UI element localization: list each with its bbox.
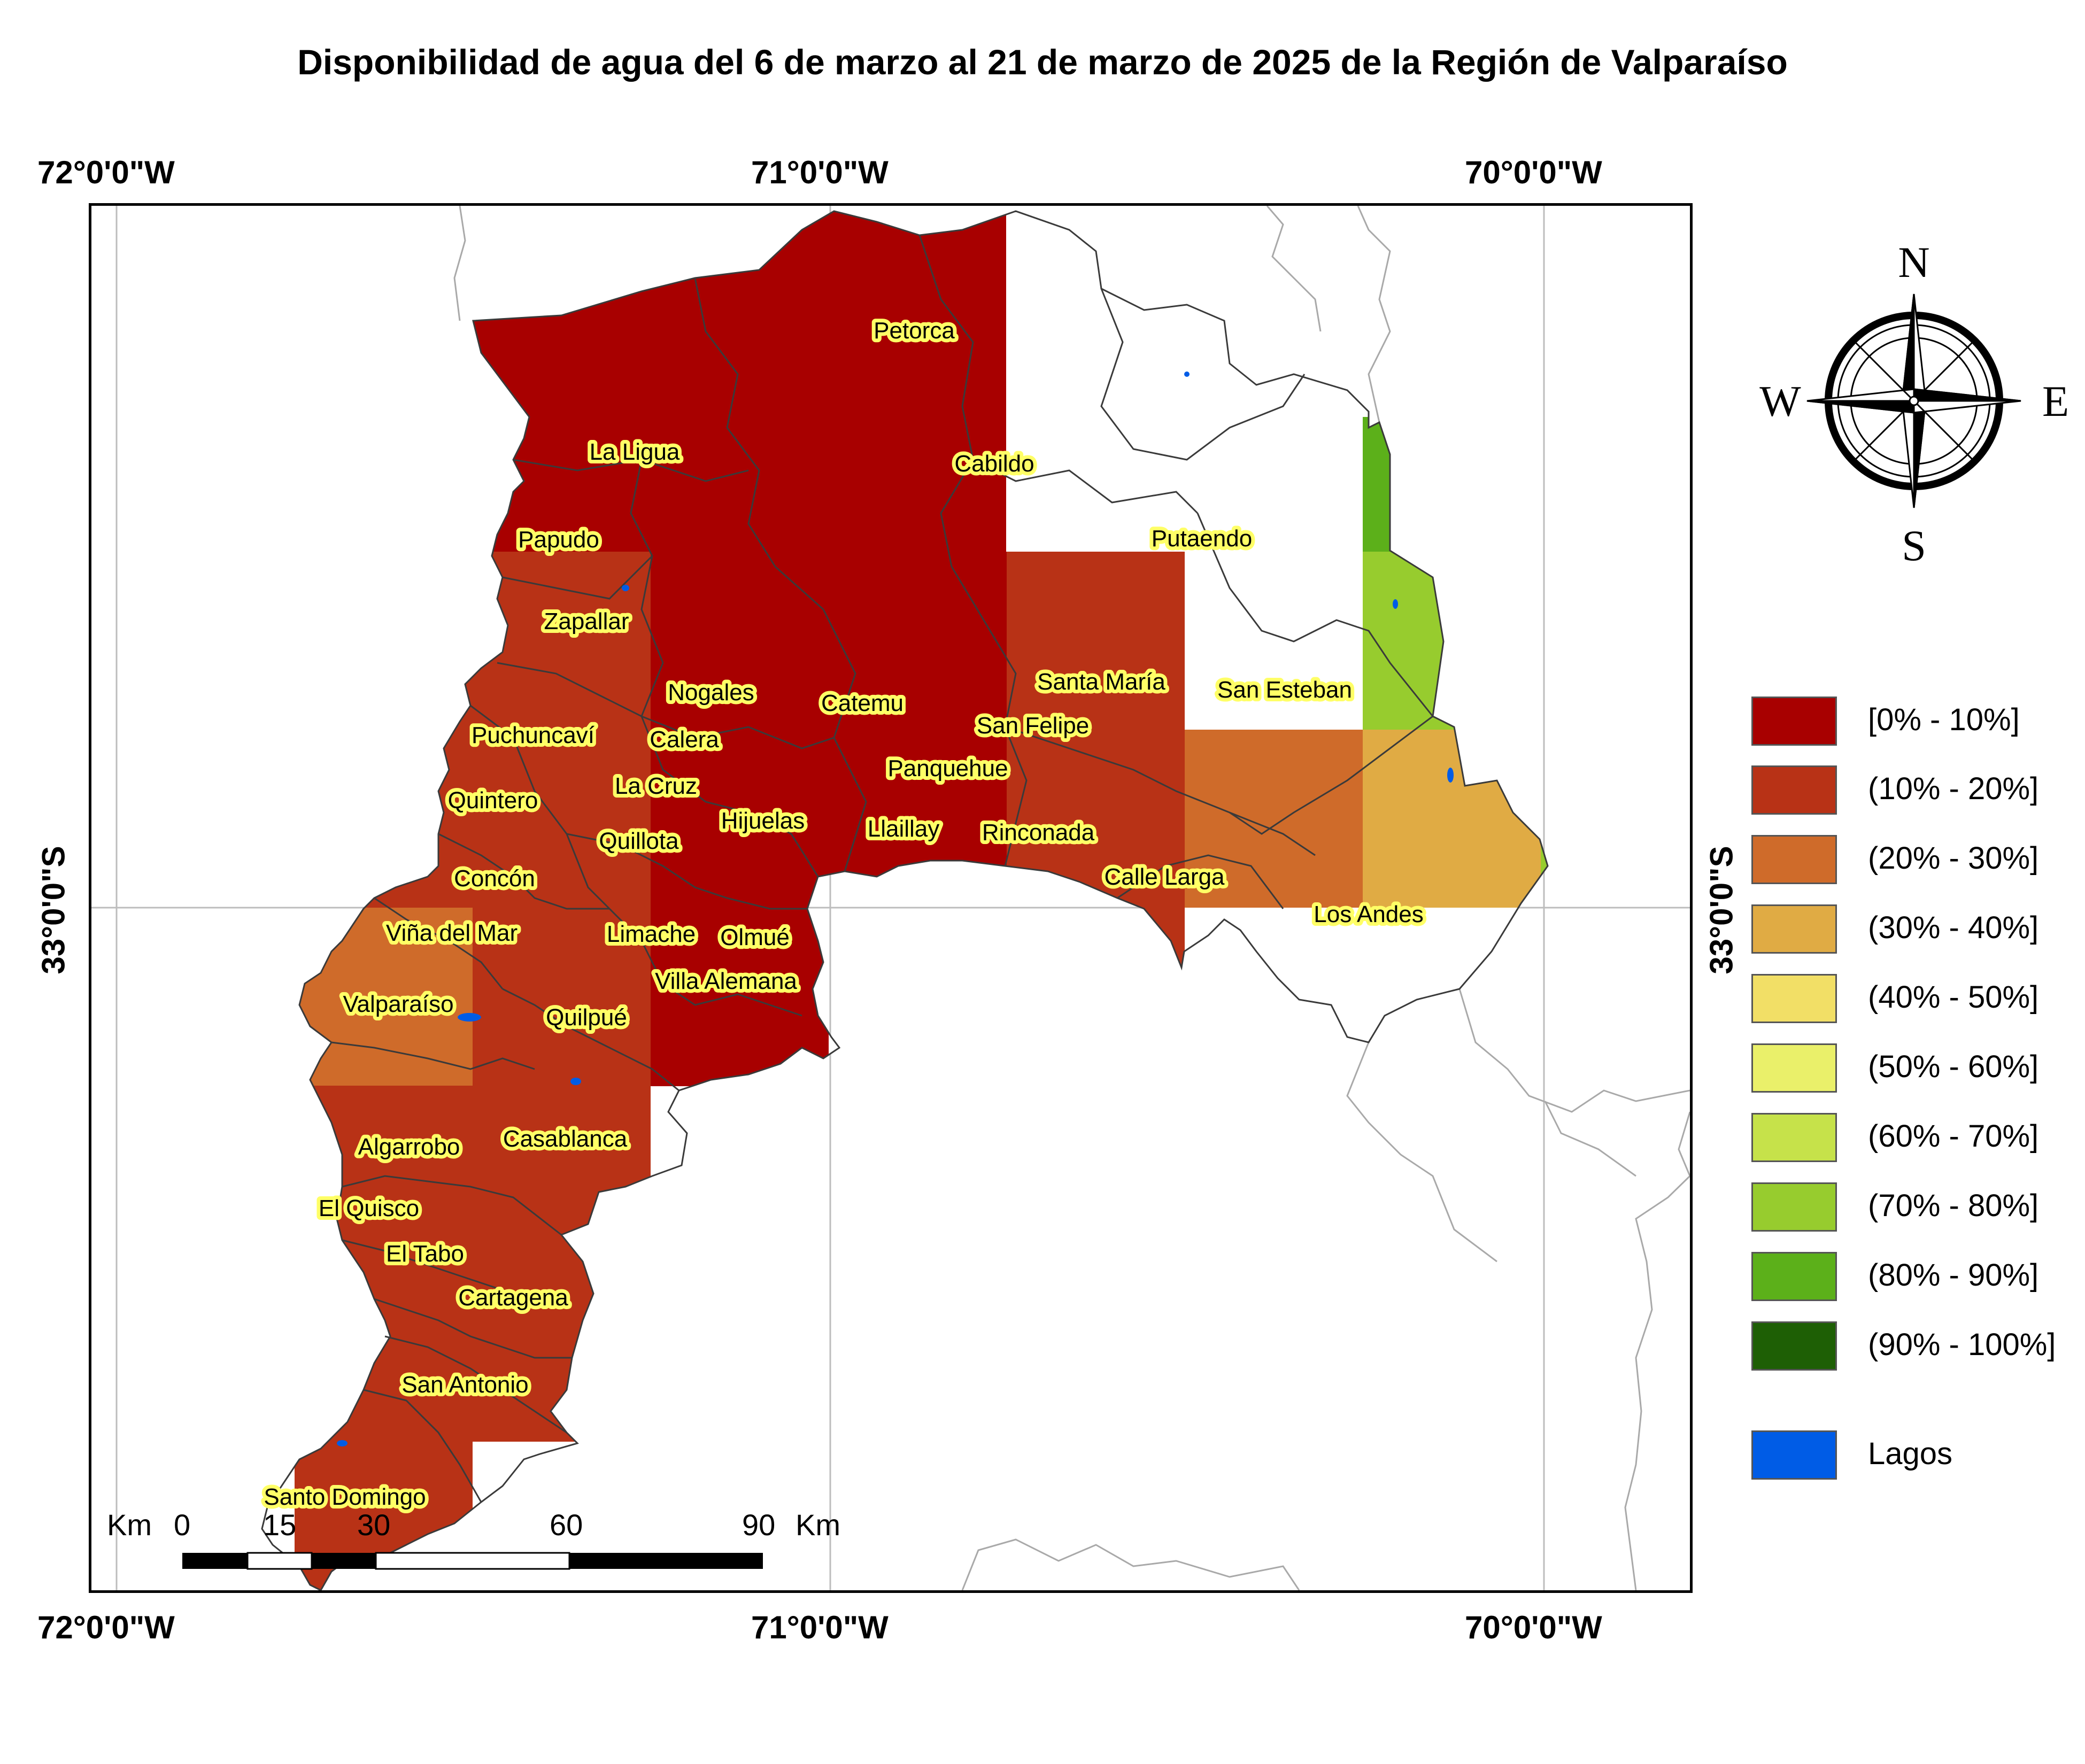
label-valparaiso: Valparaíso xyxy=(343,991,453,1017)
coord-bottom-71w: 71°0'0"W xyxy=(751,1610,889,1645)
coord-top-70w: 70°0'0"W xyxy=(1465,154,1602,190)
label-la-cruz: La Cruz xyxy=(615,773,697,799)
coord-bottom-70w: 70°0'0"W xyxy=(1465,1610,1602,1645)
legend-label: (20% - 30%] xyxy=(1868,841,2039,876)
legend-label: (40% - 50%] xyxy=(1868,980,2039,1015)
scale-unit-left: Km xyxy=(107,1508,152,1542)
coord-bottom-72w: 72°0'0"W xyxy=(37,1610,175,1645)
coord-right-33s: 33°0'0"S xyxy=(1703,846,1740,974)
compass-rose-icon: N S E W xyxy=(1759,241,2069,570)
commune-borders xyxy=(331,235,1434,1503)
label-panquehue: Panquehue xyxy=(887,755,1008,782)
coord-top-72w: 72°0'0"W xyxy=(37,154,175,190)
scale-unit-right: Km xyxy=(796,1508,840,1542)
label-cabildo: Cabildo xyxy=(954,451,1034,477)
compass-s: S xyxy=(1902,521,1926,570)
legend-swatch xyxy=(1751,1252,1837,1301)
label-los-andes: Los Andes xyxy=(1314,901,1424,927)
label-calera: Calera xyxy=(650,726,719,753)
coord-top-71w: 71°0'0"W xyxy=(751,154,889,190)
label-santa-maria: Santa María xyxy=(1037,669,1165,695)
legend-item-lakes: Lagos xyxy=(1751,1430,2083,1484)
legend-item: [0% - 10%] xyxy=(1751,697,2083,750)
legend-label: (10% - 20%] xyxy=(1868,771,2039,806)
legend-label: (60% - 70%] xyxy=(1868,1119,2039,1154)
scale-tick-15: 15 xyxy=(263,1508,297,1542)
legend-swatch-lakes xyxy=(1751,1430,1837,1480)
lakes xyxy=(337,372,1454,1446)
legend-item: (50% - 60%] xyxy=(1751,1043,2083,1097)
label-san-felipe: San Felipe xyxy=(977,713,1089,739)
label-el-quisco: El Quisco xyxy=(319,1195,419,1221)
label-limache: Limache xyxy=(607,921,696,947)
legend-label: (90% - 100%] xyxy=(1868,1327,2056,1362)
compass-e: E xyxy=(2042,377,2069,425)
scale-tick-90: 90 xyxy=(742,1508,776,1542)
legend-label: (80% - 90%] xyxy=(1868,1258,2039,1293)
map-frame: Petorca La Ligua Cabildo Papudo Putaendo… xyxy=(89,203,1693,1593)
label-la-ligua: La Ligua xyxy=(590,439,680,465)
label-algarrobo: Algarrobo xyxy=(358,1134,460,1160)
legend-item: (80% - 90%] xyxy=(1751,1252,2083,1305)
label-casablanca: Casablanca xyxy=(503,1126,628,1152)
legend-swatch xyxy=(1751,765,1837,815)
scale-tick-30: 30 xyxy=(357,1508,391,1542)
label-san-esteban: San Esteban xyxy=(1217,677,1352,703)
legend-swatch xyxy=(1751,1321,1837,1371)
legend-swatch xyxy=(1751,697,1837,746)
label-villa-alemana: Villa Alemana xyxy=(655,968,797,994)
compass-n: N xyxy=(1898,241,1929,287)
scale-bar xyxy=(182,1552,763,1570)
scale-tick-0: 0 xyxy=(174,1508,191,1542)
compass-w: W xyxy=(1759,377,1801,425)
label-quillota: Quillota xyxy=(599,828,679,854)
label-hijuelas: Hijuelas xyxy=(721,808,805,834)
label-rinconada: Rinconada xyxy=(982,819,1095,846)
label-quintero: Quintero xyxy=(448,787,538,814)
neighbour-borders xyxy=(453,206,1690,1590)
label-quilpue: Quilpué xyxy=(546,1004,627,1031)
label-llaillay: Llaillay xyxy=(868,816,940,842)
legend-label-lakes: Lagos xyxy=(1868,1436,1953,1471)
legend-swatch xyxy=(1751,1182,1837,1232)
label-calle-larga: Calle Larga xyxy=(1104,864,1225,890)
legend-swatch xyxy=(1751,904,1837,954)
legend-item: (20% - 30%] xyxy=(1751,835,2083,888)
legend-item: (10% - 20%] xyxy=(1751,765,2083,819)
legend-swatch xyxy=(1751,1113,1837,1162)
legend-item: (30% - 40%] xyxy=(1751,904,2083,958)
label-olmue: Olmué xyxy=(720,924,790,950)
availability-raster xyxy=(262,211,1548,1590)
label-petorca: Petorca xyxy=(874,318,955,344)
coord-left-33s: 33°0'0"S xyxy=(35,846,72,974)
legend-swatch xyxy=(1751,835,1837,884)
map-canvas: Petorca La Ligua Cabildo Papudo Putaendo… xyxy=(91,206,1690,1590)
legend-label: [0% - 10%] xyxy=(1868,702,2020,737)
legend-item: (70% - 80%] xyxy=(1751,1182,2083,1236)
municipality-labels: Petorca La Ligua Cabildo Papudo Putaendo… xyxy=(260,314,1427,1514)
label-putaendo: Putaendo xyxy=(1152,525,1252,552)
legend-swatch xyxy=(1751,974,1837,1023)
map-title: Disponibilidad de agua del 6 de marzo al… xyxy=(297,42,1788,82)
label-puchuncavi: Puchuncaví xyxy=(472,722,595,748)
label-concon: Concón xyxy=(454,865,535,892)
legend-swatch xyxy=(1751,1043,1837,1093)
legend-label: (50% - 60%] xyxy=(1868,1049,2039,1084)
label-catemu: Catemu xyxy=(821,690,904,716)
label-zapallar: Zapallar xyxy=(544,608,629,635)
label-el-tabo: El Tabo xyxy=(386,1241,464,1267)
label-vina-del-mar: Viña del Mar xyxy=(386,920,518,946)
legend-label: (70% - 80%] xyxy=(1868,1188,2039,1223)
label-santo-domingo: Santo Domingo xyxy=(264,1484,426,1510)
label-nogales: Nogales xyxy=(668,679,754,706)
label-papudo: Papudo xyxy=(518,527,599,553)
legend-item: (90% - 100%] xyxy=(1751,1321,2083,1375)
legend-label: (30% - 40%] xyxy=(1868,910,2039,945)
legend-item: (60% - 70%] xyxy=(1751,1113,2083,1166)
label-san-antonio: San Antonio xyxy=(401,1372,528,1398)
legend-item: (40% - 50%] xyxy=(1751,974,2083,1027)
scale-tick-60: 60 xyxy=(550,1508,583,1542)
label-cartagena: Cartagena xyxy=(458,1285,568,1311)
